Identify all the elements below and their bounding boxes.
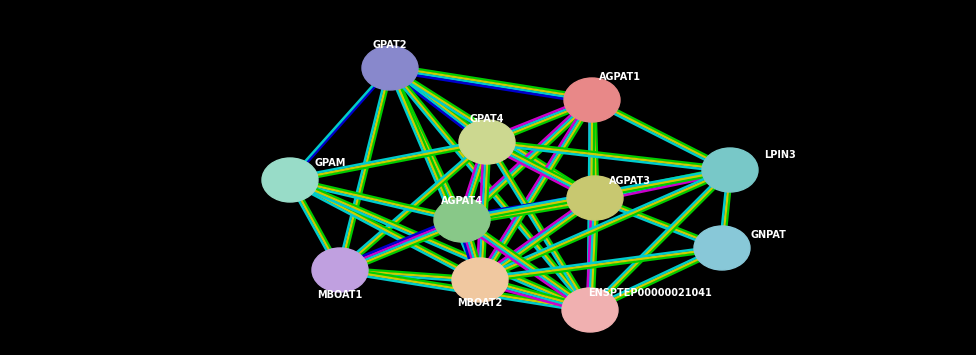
Text: ENSPTEP00000021041: ENSPTEP00000021041 (589, 288, 712, 298)
Ellipse shape (434, 198, 490, 242)
Text: GNPAT: GNPAT (751, 230, 786, 240)
Text: MBOAT1: MBOAT1 (317, 290, 363, 300)
Text: LPIN3: LPIN3 (764, 150, 795, 160)
Ellipse shape (567, 176, 623, 220)
Text: MBOAT2: MBOAT2 (458, 298, 503, 308)
Ellipse shape (262, 158, 318, 202)
Ellipse shape (312, 248, 368, 292)
Ellipse shape (459, 120, 515, 164)
Ellipse shape (564, 78, 620, 122)
Ellipse shape (452, 258, 508, 302)
Text: GPAT4: GPAT4 (469, 114, 505, 124)
Text: AGPAT1: AGPAT1 (599, 72, 641, 82)
Ellipse shape (702, 148, 758, 192)
Ellipse shape (362, 46, 418, 90)
Text: AGPAT3: AGPAT3 (609, 176, 651, 186)
Text: GPAM: GPAM (314, 158, 346, 168)
Text: AGPAT4: AGPAT4 (441, 196, 483, 206)
Ellipse shape (562, 288, 618, 332)
Ellipse shape (694, 226, 750, 270)
Text: GPAT2: GPAT2 (373, 40, 407, 50)
